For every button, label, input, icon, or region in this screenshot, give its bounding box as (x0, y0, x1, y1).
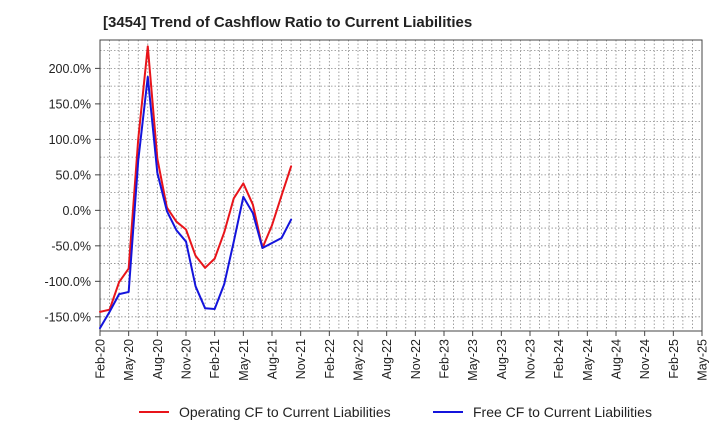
x-tick-label: Nov-23 (524, 339, 538, 379)
x-tick-label: May-25 (696, 339, 710, 381)
x-tick-label: Aug-22 (380, 339, 394, 379)
x-tick-label: Feb-24 (552, 339, 566, 379)
y-tick-label: 100.0% (49, 133, 91, 147)
x-tick-label: Aug-21 (266, 339, 280, 379)
x-tick-label: Feb-21 (208, 339, 222, 379)
legend-swatch-free (433, 411, 463, 413)
x-tick-label: May-20 (122, 339, 136, 381)
x-tick-label: Nov-22 (409, 339, 423, 379)
legend-item-operating: Operating CF to Current Liabilities (139, 404, 391, 420)
y-tick-label: -100.0% (44, 275, 91, 289)
legend-swatch-operating (139, 411, 169, 413)
x-tick-label: Aug-20 (151, 339, 165, 379)
chart-title: [3454] Trend of Cashflow Ratio to Curren… (103, 14, 473, 31)
axes: -150.0% -100.0% -50.0% 0.0% 50.0% 100.0% 150.0… (44, 39, 710, 381)
y-tick-label: -150.0% (44, 310, 91, 324)
x-tick-label: Aug-24 (610, 339, 624, 379)
y-tick-label: 0.0% (63, 204, 92, 218)
grid (100, 40, 702, 331)
x-tick-label: Nov-24 (638, 339, 652, 379)
x-tick-label: Feb-25 (667, 339, 681, 379)
series-lines (99, 45, 293, 330)
legend-label-operating: Operating CF to Current Liabilities (179, 404, 391, 420)
x-tick-label: May-23 (466, 339, 480, 381)
x-tick-label: Nov-20 (180, 339, 194, 379)
x-tick-label: May-22 (352, 339, 366, 381)
x-tick-label: Feb-22 (323, 339, 337, 379)
x-tick-label: Feb-23 (438, 339, 452, 379)
legend: Operating CF to Current Liabilities Free… (0, 404, 720, 424)
y-tick-label: -50.0% (51, 239, 91, 253)
x-tick-label: May-24 (581, 339, 595, 381)
plot-frame (99, 39, 703, 332)
x-tick-label: May-21 (237, 339, 251, 381)
x-tick-label: Feb-20 (94, 339, 108, 379)
legend-item-free: Free CF to Current Liabilities (433, 404, 652, 420)
legend-label-free: Free CF to Current Liabilities (473, 404, 652, 420)
x-tick-label: Nov-21 (294, 339, 308, 379)
y-tick-label: 150.0% (49, 97, 91, 111)
series-line-free (99, 75, 293, 330)
x-tick-label: Aug-23 (495, 339, 509, 379)
y-tick-label: 50.0% (56, 168, 91, 182)
y-tick-label: 200.0% (49, 62, 91, 76)
